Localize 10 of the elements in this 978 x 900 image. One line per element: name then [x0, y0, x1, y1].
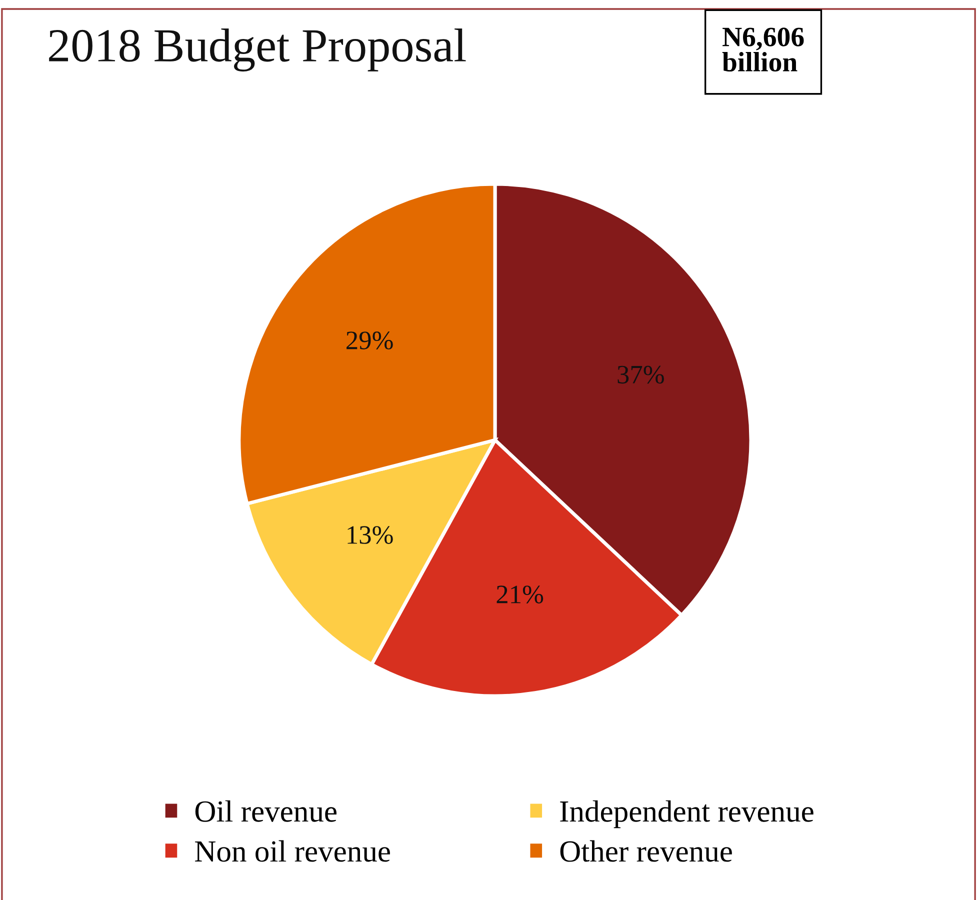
legend-label: Other revenue: [560, 840, 732, 862]
text: N6,606 billion: [722, 28, 804, 72]
data-label: 21%: [496, 586, 544, 604]
data-label: 37%: [618, 366, 664, 384]
chart-title: 2018 Budget Proposal: [49, 28, 466, 72]
legend-label: Non oil revenue: [195, 840, 390, 862]
data-label: 29%: [346, 332, 393, 350]
data-label: 13%: [348, 526, 393, 544]
legend-label: Independent revenue: [560, 800, 814, 828]
legend-label: Oil revenue: [195, 800, 336, 822]
